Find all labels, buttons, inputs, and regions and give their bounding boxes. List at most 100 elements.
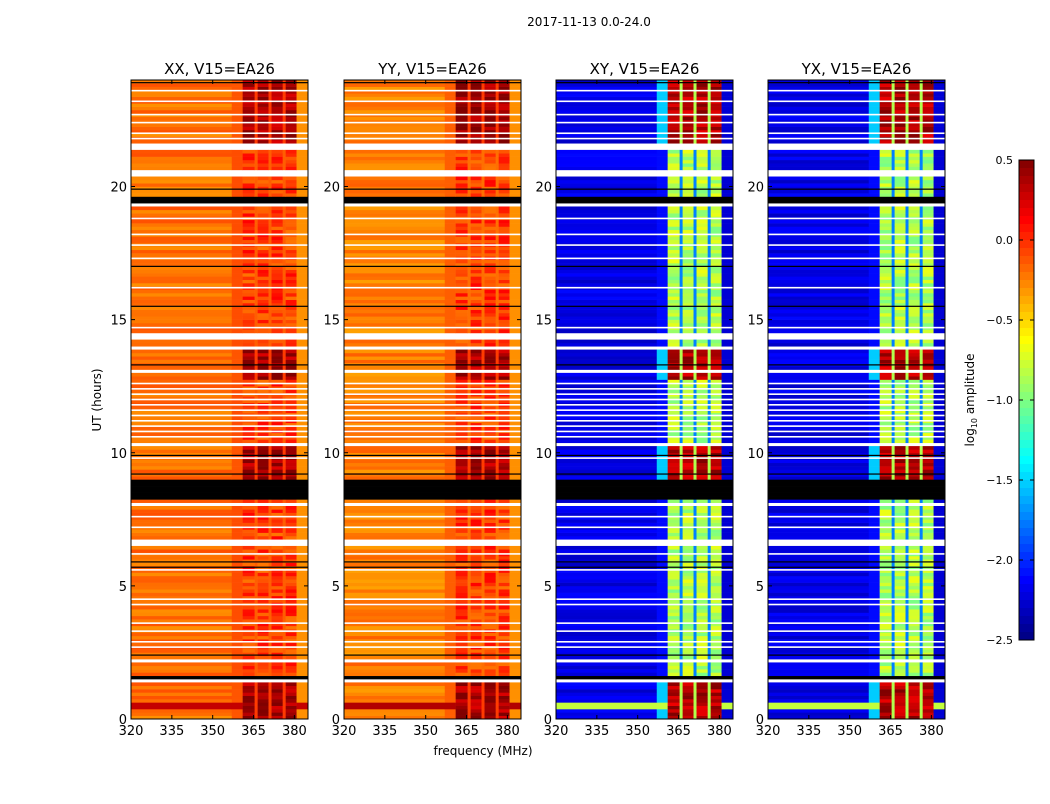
- heatmap-cell: [344, 696, 445, 700]
- heatmap-cell: [456, 157, 468, 161]
- heatmap-cell: [722, 439, 734, 443]
- heatmap-cell: [445, 210, 456, 214]
- heatmap-cell: [286, 626, 297, 630]
- heatmap-cell: [283, 406, 286, 410]
- heatmap-cell: [510, 117, 522, 121]
- heatmap-cell: [471, 117, 482, 121]
- heatmap-cell: [668, 296, 680, 300]
- heatmap-cell: [482, 712, 485, 716]
- heatmap-cell: [468, 702, 471, 706]
- heatmap-cell: [499, 556, 510, 560]
- heatmap-cell: [255, 649, 258, 653]
- heatmap-cell: [232, 649, 243, 653]
- heatmap-cell: [680, 260, 683, 264]
- heatmap-cell: [283, 390, 286, 394]
- heatmap-cell: [456, 666, 468, 670]
- heatmap-cell: [243, 589, 255, 593]
- heatmap-cell: [510, 163, 522, 167]
- heatmap-cell: [255, 296, 258, 300]
- heatmap-cell: [297, 253, 309, 257]
- heatmap-cell: [496, 283, 499, 287]
- heatmap-cell: [680, 416, 683, 420]
- heatmap-cell: [657, 316, 668, 320]
- heatmap-cell: [286, 556, 297, 560]
- heatmap-cell: [499, 280, 510, 284]
- heatmap-cell: [468, 666, 471, 670]
- heatmap-cell: [657, 360, 668, 364]
- heatmap-cell: [657, 190, 668, 194]
- heatmap-cell: [232, 103, 243, 107]
- heatmap-cell: [272, 103, 283, 107]
- heatmap-cell: [471, 469, 482, 473]
- heatmap-cell: [456, 300, 468, 304]
- heatmap-cell: [683, 449, 694, 453]
- heatmap-cell: [445, 276, 456, 280]
- heatmap-cell: [683, 463, 694, 467]
- heatmap-cell: [286, 117, 297, 121]
- heatmap-cell: [131, 626, 232, 630]
- heatmap-cell: [499, 193, 510, 197]
- heatmap-cell: [499, 150, 510, 154]
- heatmap-cell: [445, 529, 456, 533]
- heatmap-cell: [657, 666, 668, 670]
- heatmap-cell: [255, 469, 258, 473]
- heatmap-cell: [344, 93, 445, 97]
- heatmap-cell: [468, 160, 471, 164]
- heatmap-cell: [272, 163, 283, 167]
- heatmap-cell: [286, 689, 297, 693]
- heatmap-cell: [255, 376, 258, 380]
- heatmap-cell: [283, 320, 286, 324]
- heatmap-cell: [485, 310, 496, 314]
- heatmap-cell: [131, 689, 232, 693]
- heatmap-cell: [468, 293, 471, 297]
- heatmap-cell: [344, 356, 445, 360]
- y-tick-label: 5: [119, 580, 127, 595]
- heatmap-cell: [694, 253, 697, 257]
- heatmap-cell: [297, 153, 309, 157]
- heatmap-cell: [708, 709, 711, 713]
- heatmap-cell: [471, 356, 482, 360]
- heatmap-cell: [258, 529, 269, 533]
- heatmap-cell: [232, 583, 243, 587]
- heatmap-cell: [272, 350, 283, 354]
- heatmap-cell: [496, 416, 499, 420]
- flag-line: [344, 399, 521, 401]
- heatmap-cell: [510, 230, 522, 234]
- heatmap-cell: [697, 523, 708, 527]
- heatmap-cell: [510, 656, 522, 660]
- heatmap-cell: [708, 366, 711, 370]
- heatmap-cell: [499, 499, 510, 503]
- heatmap-cell: [680, 206, 683, 210]
- heatmap-cell: [131, 300, 232, 304]
- heatmap-cell: [482, 93, 485, 97]
- heatmap-cell: [269, 153, 272, 157]
- heatmap-cell: [657, 260, 668, 264]
- heatmap-cell: [680, 210, 683, 214]
- heatmap-cell: [708, 636, 711, 640]
- heatmap-cell: [694, 649, 697, 653]
- heatmap-cell: [232, 157, 243, 161]
- heatmap-cell: [680, 380, 683, 384]
- heatmap-cell: [344, 273, 445, 277]
- heatmap-cell: [468, 313, 471, 317]
- heatmap-cell: [272, 323, 283, 327]
- heatmap-cell: [697, 296, 708, 300]
- heatmap-cell: [468, 662, 471, 666]
- heatmap-cell: [482, 177, 485, 181]
- heatmap-cell: [131, 513, 232, 517]
- heatmap-cell: [286, 616, 297, 620]
- heatmap-cell: [243, 313, 255, 317]
- heatmap-cell: [258, 353, 269, 357]
- heatmap-cell: [499, 103, 510, 107]
- heatmap-cell: [694, 579, 697, 583]
- heatmap-cell: [131, 223, 232, 227]
- heatmap-cell: [269, 463, 272, 467]
- heatmap-cell: [556, 330, 657, 334]
- heatmap-cell: [697, 579, 708, 583]
- heatmap-cell: [482, 609, 485, 613]
- heatmap-cell: [499, 476, 510, 480]
- heatmap-cell: [657, 519, 668, 523]
- heatmap-cell: [258, 546, 269, 550]
- heatmap-cell: [485, 350, 496, 354]
- flag-line: [344, 425, 521, 427]
